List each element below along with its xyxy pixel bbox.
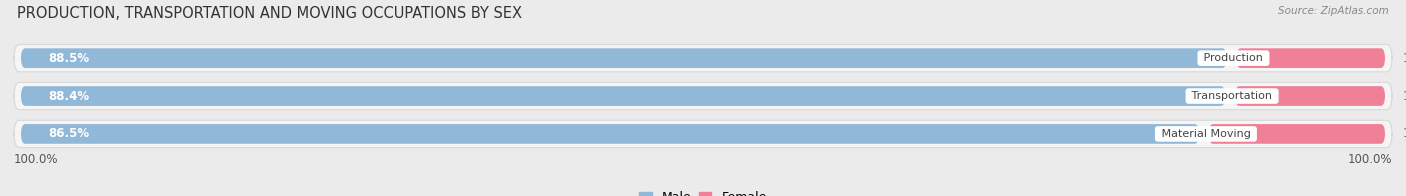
Text: 88.5%: 88.5% bbox=[48, 52, 90, 65]
Text: 100.0%: 100.0% bbox=[1347, 153, 1392, 166]
Text: 11.5%: 11.5% bbox=[1403, 52, 1406, 65]
FancyBboxPatch shape bbox=[1236, 48, 1385, 68]
Text: 100.0%: 100.0% bbox=[14, 153, 59, 166]
FancyBboxPatch shape bbox=[14, 120, 1392, 148]
Text: PRODUCTION, TRANSPORTATION AND MOVING OCCUPATIONS BY SEX: PRODUCTION, TRANSPORTATION AND MOVING OC… bbox=[17, 6, 522, 21]
FancyBboxPatch shape bbox=[21, 124, 1199, 144]
FancyBboxPatch shape bbox=[1209, 124, 1385, 144]
FancyBboxPatch shape bbox=[14, 44, 1392, 72]
Text: Material Moving: Material Moving bbox=[1157, 129, 1254, 139]
Text: Transportation: Transportation bbox=[1188, 91, 1275, 101]
Text: 13.5%: 13.5% bbox=[1403, 127, 1406, 140]
FancyBboxPatch shape bbox=[14, 82, 1392, 110]
FancyBboxPatch shape bbox=[21, 86, 1225, 106]
Legend: Male, Female: Male, Female bbox=[634, 186, 772, 196]
FancyBboxPatch shape bbox=[21, 48, 1226, 68]
Text: 11.6%: 11.6% bbox=[1403, 90, 1406, 103]
Text: 86.5%: 86.5% bbox=[48, 127, 90, 140]
Text: Source: ZipAtlas.com: Source: ZipAtlas.com bbox=[1278, 6, 1389, 16]
FancyBboxPatch shape bbox=[1234, 86, 1385, 106]
Text: 88.4%: 88.4% bbox=[48, 90, 90, 103]
Text: Production: Production bbox=[1201, 53, 1267, 63]
